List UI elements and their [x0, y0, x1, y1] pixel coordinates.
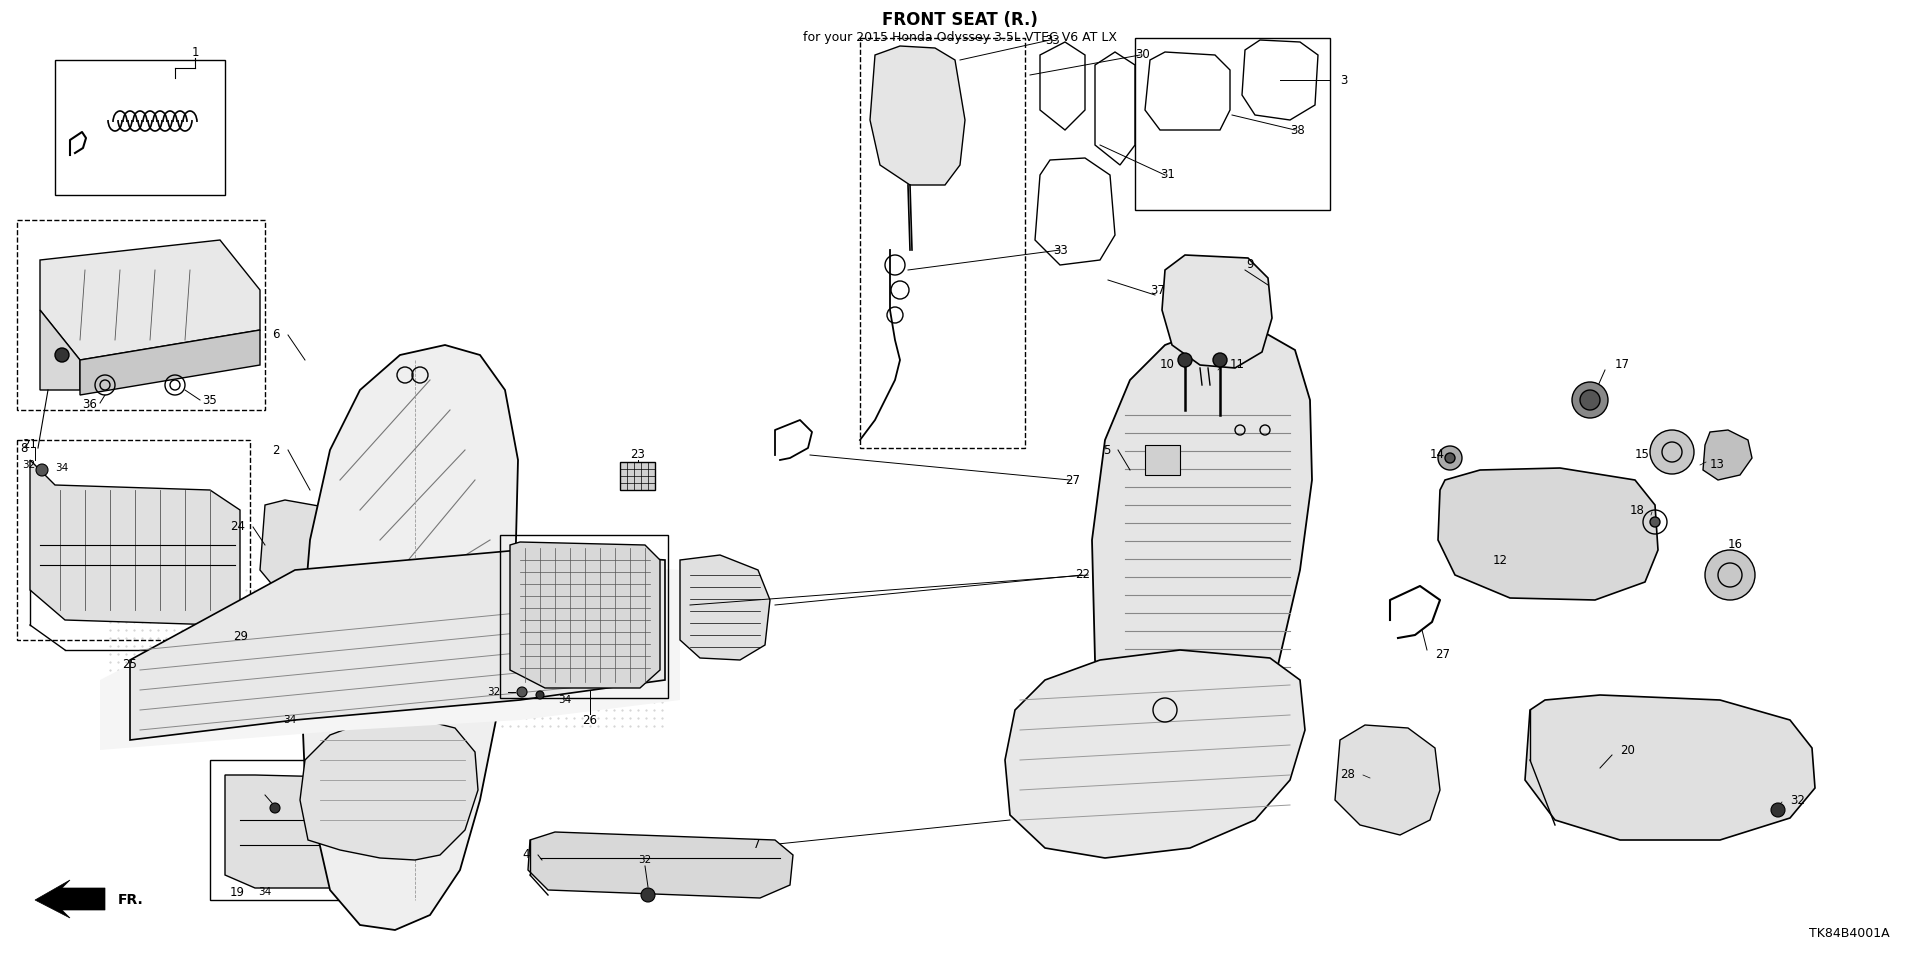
Text: 11: 11	[1231, 358, 1244, 372]
Text: FRONT SEAT (R.): FRONT SEAT (R.)	[881, 11, 1039, 29]
Text: 34: 34	[559, 695, 572, 705]
Text: 10: 10	[1160, 358, 1175, 372]
Bar	[1144, 445, 1181, 475]
Text: 32: 32	[21, 460, 35, 470]
Bar	[17, 220, 265, 410]
Text: 12: 12	[1492, 554, 1507, 566]
Polygon shape	[225, 775, 390, 888]
Circle shape	[1213, 353, 1227, 367]
Text: 7: 7	[753, 838, 760, 852]
Text: 26: 26	[582, 713, 597, 727]
Text: 25: 25	[123, 659, 138, 671]
Text: 32: 32	[637, 855, 651, 865]
Circle shape	[1446, 453, 1455, 463]
Text: for your 2015 Honda Odyssey 3.5L VTEC V6 AT LX: for your 2015 Honda Odyssey 3.5L VTEC V6…	[803, 32, 1117, 44]
Polygon shape	[100, 560, 680, 750]
Polygon shape	[259, 500, 348, 605]
Text: 1: 1	[192, 45, 200, 59]
Text: 34: 34	[284, 715, 296, 725]
Polygon shape	[300, 345, 518, 930]
Text: 32: 32	[1789, 794, 1805, 806]
Text: 22: 22	[1075, 568, 1091, 582]
Text: 27: 27	[1066, 473, 1079, 487]
Text: 18: 18	[1630, 503, 1645, 516]
Text: 6: 6	[273, 328, 280, 342]
Text: 35: 35	[204, 394, 217, 406]
Text: 33: 33	[1044, 34, 1060, 46]
Polygon shape	[1438, 468, 1659, 600]
Text: 15: 15	[1636, 448, 1649, 462]
Text: FR.: FR.	[117, 893, 144, 907]
Circle shape	[1770, 803, 1786, 817]
Polygon shape	[259, 608, 357, 715]
Polygon shape	[511, 542, 660, 688]
Polygon shape	[1524, 695, 1814, 840]
Circle shape	[1438, 446, 1461, 470]
Text: 31: 31	[1160, 169, 1175, 181]
Polygon shape	[1004, 650, 1306, 858]
Polygon shape	[680, 555, 770, 660]
Circle shape	[516, 687, 526, 697]
Text: 34: 34	[56, 463, 69, 473]
Circle shape	[56, 348, 69, 362]
Text: 24: 24	[230, 520, 246, 534]
Text: 29: 29	[232, 631, 248, 643]
Text: 28: 28	[1340, 769, 1356, 781]
Polygon shape	[1092, 328, 1311, 840]
Text: 21: 21	[21, 439, 36, 451]
Text: 14: 14	[1430, 448, 1446, 462]
Text: 34: 34	[259, 887, 271, 897]
Polygon shape	[1162, 255, 1271, 368]
Polygon shape	[35, 880, 106, 918]
Text: 9: 9	[1246, 258, 1254, 272]
Text: 16: 16	[1728, 539, 1743, 551]
Text: 38: 38	[1290, 124, 1306, 136]
Text: 4: 4	[522, 849, 530, 861]
Text: 5: 5	[1102, 444, 1110, 457]
Circle shape	[36, 464, 48, 476]
Text: 36: 36	[83, 398, 98, 412]
Text: 33: 33	[1054, 244, 1068, 256]
Text: 13: 13	[1711, 459, 1724, 471]
Bar	[860, 38, 1025, 448]
Polygon shape	[31, 460, 240, 625]
Circle shape	[271, 803, 280, 813]
Polygon shape	[300, 718, 478, 860]
Circle shape	[1649, 517, 1661, 527]
Text: 8: 8	[19, 442, 27, 454]
Bar	[499, 535, 668, 698]
Circle shape	[1649, 430, 1693, 474]
Circle shape	[641, 888, 655, 902]
Text: 37: 37	[1150, 283, 1165, 297]
Polygon shape	[620, 462, 655, 490]
Text: 2: 2	[273, 444, 280, 457]
Text: TK84B4001A: TK84B4001A	[1809, 927, 1889, 940]
Text: 32: 32	[488, 687, 499, 697]
Polygon shape	[1334, 725, 1440, 835]
Polygon shape	[1703, 430, 1751, 480]
Circle shape	[1705, 550, 1755, 600]
Polygon shape	[40, 310, 81, 390]
Text: 19: 19	[230, 885, 244, 899]
Circle shape	[1580, 390, 1599, 410]
Text: 30: 30	[1135, 49, 1150, 61]
Circle shape	[1179, 353, 1192, 367]
Bar	[17, 440, 250, 640]
Text: 27: 27	[1434, 649, 1450, 661]
Polygon shape	[870, 46, 966, 185]
Text: 23: 23	[630, 448, 645, 462]
Circle shape	[536, 691, 543, 699]
Polygon shape	[81, 330, 259, 395]
Bar	[209, 760, 396, 900]
Bar	[56, 60, 225, 195]
Polygon shape	[40, 240, 259, 360]
Polygon shape	[131, 550, 664, 740]
Text: 3: 3	[1340, 74, 1348, 86]
Circle shape	[1572, 382, 1609, 418]
Text: 20: 20	[1620, 743, 1634, 756]
Text: 17: 17	[1615, 358, 1630, 372]
Polygon shape	[528, 832, 793, 898]
Bar	[1135, 38, 1331, 210]
